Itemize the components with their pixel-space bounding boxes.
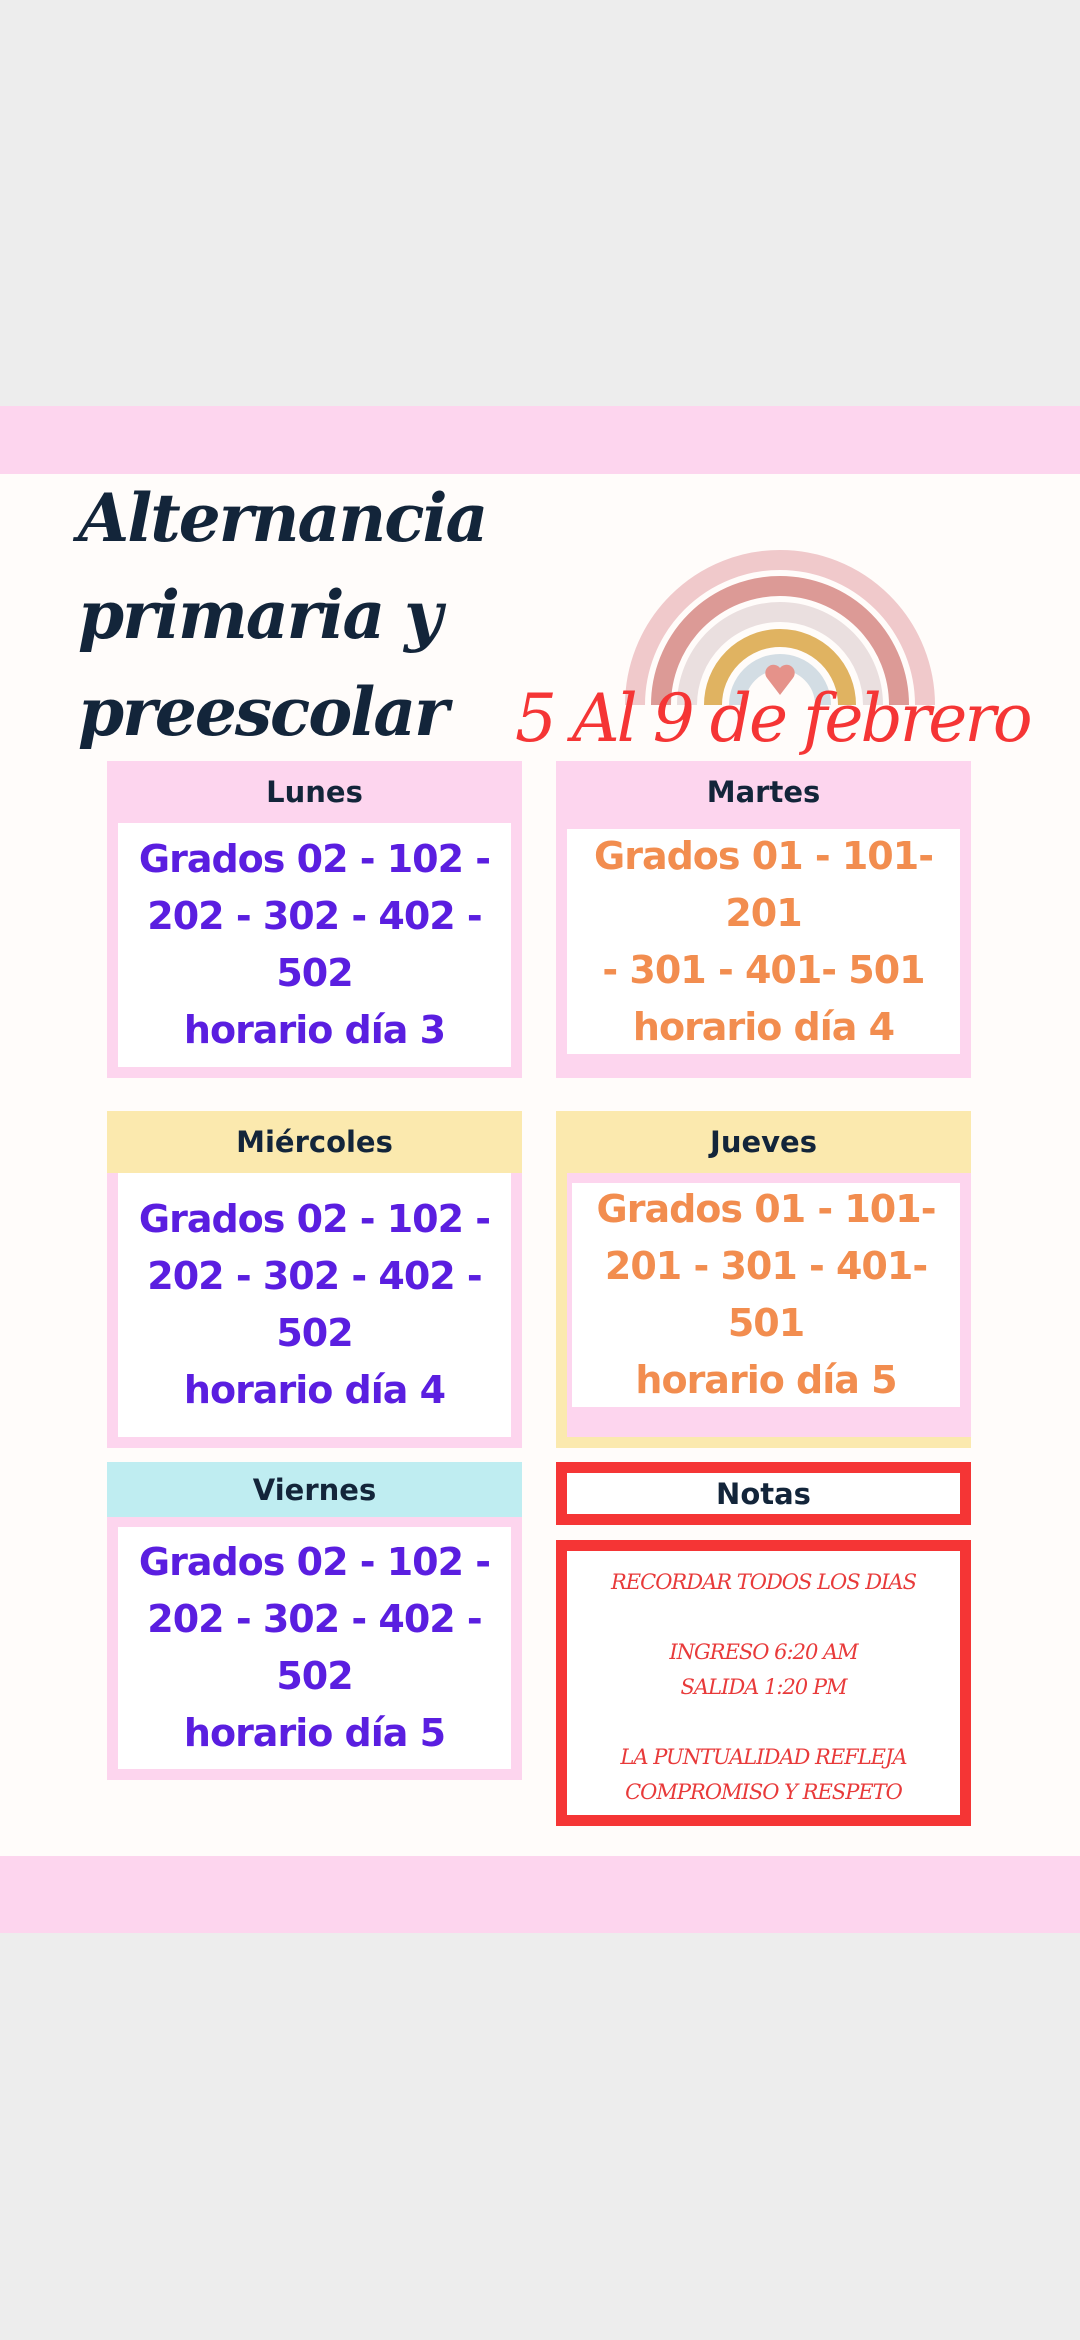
grade-line: 502	[276, 1311, 353, 1355]
grade-line: 502	[276, 951, 353, 995]
note-line: LA PUNTUALIDAD REFLEJA	[620, 1745, 907, 1769]
grade-line: 202 - 302 - 402 -	[147, 1254, 482, 1298]
rainbow-icon	[625, 550, 935, 706]
schedule-line: horario día 5	[635, 1358, 897, 1402]
schedule-line: horario día 4	[632, 1004, 895, 1049]
poster-title: Alternancia primaria y preescolar	[78, 470, 488, 761]
day-header: Jueves	[556, 1111, 971, 1173]
heart-icon	[765, 664, 795, 695]
grade-line: 502	[276, 1654, 353, 1698]
day-card-martes: Martes Grados 01 - 101- 201 - 301 - 401- …	[556, 761, 971, 1078]
grade-line: 202 - 302 - 402 -	[147, 1597, 482, 1641]
bottom-band	[0, 1856, 1080, 1933]
grade-line: 201 - 301 - 401- 501	[604, 1244, 928, 1345]
day-card-miercoles: Miércoles Grados 02 - 102 - 202 - 302 - 4…	[107, 1111, 522, 1448]
grade-line: Grados 02 - 102 -	[138, 837, 491, 881]
schedule-line: horario día 5	[183, 1711, 446, 1755]
title-line: preescolar	[78, 673, 449, 751]
grade-line: 202 - 302 - 402 -	[147, 894, 482, 938]
day-card-viernes: Viernes Grados 02 - 102 - 202 - 302 - 402…	[107, 1462, 522, 1780]
schedule-line: horario día 4	[183, 1368, 446, 1412]
day-header: Miércoles	[107, 1111, 522, 1173]
note-line: INGRESO 6:20 AM	[669, 1640, 858, 1664]
day-card-lunes: Lunes Grados 02 - 102 - 202 - 302 - 402 -…	[107, 761, 522, 1078]
schedule-line: horario día 3	[183, 1008, 446, 1052]
note-line: COMPROMISO Y RESPETO	[625, 1780, 903, 1804]
grade-line: Grados 01 - 101- 201	[594, 833, 934, 935]
day-header: Viernes	[107, 1462, 522, 1517]
note-line: SALIDA 1:20 PM	[680, 1675, 848, 1699]
top-band	[0, 406, 1080, 474]
grade-line: Grados 01 - 101-	[596, 1187, 937, 1231]
title-line: primaria y	[78, 576, 443, 654]
title-line: Alternancia	[78, 479, 488, 557]
notes-body: RECORDAR TODOS LOS DIAS INGRESO 6:20 AM …	[556, 1540, 971, 1826]
grade-line: Grados 02 - 102 -	[138, 1540, 491, 1584]
day-body: Grados 01 - 101- 201 - 301 - 401- 501 hora…	[567, 829, 960, 1054]
note-line: RECORDAR TODOS LOS DIAS	[611, 1570, 917, 1594]
notes-header: Notas	[556, 1462, 971, 1525]
day-header: Martes	[706, 775, 821, 809]
date-range: 5 Al 9 de febrero	[515, 680, 1033, 757]
day-body: Grados 02 - 102 - 202 - 302 - 402 - 502 hor…	[118, 1527, 511, 1769]
day-body: Grados 01 - 101- 201 - 301 - 401- 501 hora…	[572, 1183, 960, 1407]
grade-line: Grados 02 - 102 -	[138, 1197, 491, 1241]
grade-line: - 301 - 401- 501	[602, 947, 925, 992]
day-card-jueves: Jueves Grados 01 - 101- 201 - 301 - 401- …	[556, 1111, 971, 1448]
day-body: Grados 02 - 102 - 202 - 302 - 402 - 502 hor…	[118, 1173, 511, 1437]
day-header: Lunes	[266, 775, 363, 809]
day-body: Grados 02 - 102 - 202 - 302 - 402 - 502 hor…	[118, 823, 511, 1067]
